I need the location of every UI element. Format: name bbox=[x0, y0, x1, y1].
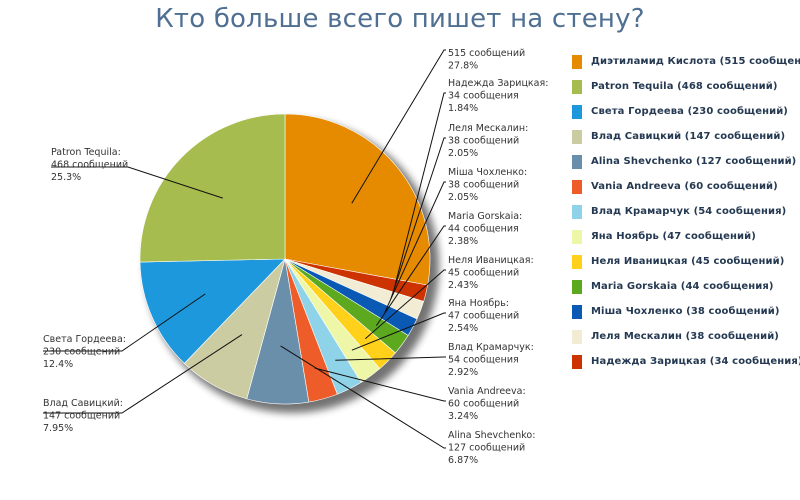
slice-label-maria-gorskaia: Maria Gorskaia: 44 сообщения 2.38% bbox=[448, 211, 522, 247]
legend-swatch bbox=[572, 179, 582, 194]
legend-swatch bbox=[572, 279, 582, 294]
pie-slice-диэтиламид-кислота[interactable] bbox=[284, 113, 431, 286]
leader-line-диэтиламид-кислота bbox=[351, 49, 446, 204]
legend-label: Диэтиламид Кислота (515 сообщений) bbox=[591, 56, 800, 67]
leader-line-леля-мескалин bbox=[390, 137, 446, 300]
legend-label: Света Гордеева (230 сообщений) bbox=[591, 106, 788, 117]
slice-label-яна-ноябрь: Яна Ноябрь: 47 сообщений 2.54% bbox=[448, 298, 519, 334]
legend-swatch bbox=[572, 204, 582, 219]
leader-line-яна-ноябрь bbox=[351, 312, 446, 351]
legend-swatch bbox=[572, 354, 582, 369]
legend: Диэтиламид Кислота (515 сообщений) Patron… bbox=[572, 49, 800, 374]
slice-label-влад-савицкий: Влад Савицкий: 147 сообщений 7.95% bbox=[43, 398, 123, 434]
legend-label: Vania Andreeva (60 сообщений) bbox=[591, 181, 778, 192]
slice-label-patron-tequila: Patron Tequila: 468 сообщений 25.3% bbox=[51, 147, 128, 183]
slice-label-міша-чохленко: Міша Чохленко: 38 сообщений 2.05% bbox=[448, 167, 527, 203]
legend-label: Alina Shevchenko (127 сообщений) bbox=[591, 156, 797, 167]
leader-lines bbox=[43, 49, 446, 449]
legend-swatch bbox=[572, 229, 582, 244]
legend-swatch bbox=[572, 254, 582, 269]
leader-line-patron-tequila bbox=[51, 166, 223, 199]
pie-slice-patron-tequila[interactable] bbox=[139, 113, 286, 263]
legend-label: Patron Tequila (468 сообщений) bbox=[591, 81, 778, 92]
legend-item-света-гордеева[interactable]: Света Гордеева (230 сообщений) bbox=[572, 99, 800, 124]
legend-label: Яна Ноябрь (47 сообщений) bbox=[591, 231, 756, 242]
leader-line-vania-andreeva bbox=[314, 367, 446, 402]
leader-line-влад-крамарчук bbox=[335, 356, 446, 361]
slice-label-влад-крамарчук: Влад Крамарчук: 54 сообщения 2.92% bbox=[448, 342, 534, 378]
legend-swatch bbox=[572, 129, 582, 144]
leader-line-надежда-зарицкая bbox=[394, 92, 446, 286]
legend-item-міша-чохленко[interactable]: Міша Чохленко (38 сообщений) bbox=[572, 299, 800, 324]
pie-slices bbox=[139, 113, 431, 405]
leader-line-maria-gorskaia bbox=[375, 225, 446, 326]
slice-label-леля-мескалин: Леля Мескалин: 38 сообщений 2.05% bbox=[448, 123, 528, 159]
legend-item-яна-ноябрь[interactable]: Яна Ноябрь (47 сообщений) bbox=[572, 224, 800, 249]
slice-label-диэтиламид-кислота: 515 сообщений 27.8% bbox=[448, 48, 525, 72]
slice-label-света-гордеева: Света Гордеева: 230 сообщений 12.4% bbox=[43, 334, 126, 370]
pie-slice-света-гордеева[interactable] bbox=[139, 258, 286, 364]
legend-swatch bbox=[572, 154, 582, 169]
leader-line-міша-чохленко bbox=[384, 181, 446, 313]
leader-line-света-гордеева bbox=[43, 293, 206, 352]
legend-item-alina-shevchenko[interactable]: Alina Shevchenko (127 сообщений) bbox=[572, 149, 800, 174]
legend-swatch bbox=[572, 329, 582, 344]
legend-item-влад-крамарчук[interactable]: Влад Крамарчук (54 сообщения) bbox=[572, 199, 800, 224]
slice-label-alina-shevchenko: Alina Shevchenko: 127 сообщений 6.87% bbox=[448, 430, 535, 466]
slice-label-vania-andreeva: Vania Andreeva: 60 сообщений 3.24% bbox=[448, 386, 526, 422]
legend-swatch bbox=[572, 54, 582, 69]
legend-label: Міша Чохленко (38 сообщений) bbox=[591, 306, 780, 317]
slice-label-неля-иваницкая: Неля Иваницкая: 45 сообщений 2.43% bbox=[448, 255, 534, 291]
slice-labels: 515 сообщений 27.8% Надежда Зарицкая: 34 со… bbox=[43, 48, 548, 466]
legend-item-влад-савицкий[interactable]: Влад Савицкий (147 сообщений) bbox=[572, 124, 800, 149]
legend-item-надежда-зарицкая[interactable]: Надежда Зарицкая (34 сообщения) bbox=[572, 349, 800, 374]
legend-label: Надежда Зарицкая (34 сообщения) bbox=[591, 356, 800, 367]
leader-line-alina-shevchenko bbox=[280, 345, 446, 449]
leader-line-неля-иваницкая bbox=[364, 269, 446, 340]
leader-line-влад-савицкий bbox=[43, 334, 243, 414]
legend-item-patron-tequila[interactable]: Patron Tequila (468 сообщений) bbox=[572, 74, 800, 99]
legend-label: Влад Крамарчук (54 сообщения) bbox=[591, 206, 787, 217]
legend-label: Неля Иваницкая (45 сообщений) bbox=[591, 256, 785, 267]
slice-label-надежда-зарицкая: Надежда Зарицкая: 34 сообщения 1.84% bbox=[448, 78, 548, 114]
legend-item-диэтиламид-кислота[interactable]: Диэтиламид Кислота (515 сообщений) bbox=[572, 49, 800, 74]
legend-label: Леля Мескалин (38 сообщений) bbox=[591, 331, 779, 342]
legend-item-maria-gorskaia[interactable]: Maria Gorskaia (44 сообщения) bbox=[572, 274, 800, 299]
legend-item-неля-иваницкая[interactable]: Неля Иваницкая (45 сообщений) bbox=[572, 249, 800, 274]
legend-swatch bbox=[572, 304, 582, 319]
legend-label: Maria Gorskaia (44 сообщения) bbox=[591, 281, 774, 292]
legend-swatch bbox=[572, 104, 582, 119]
legend-label: Влад Савицкий (147 сообщений) bbox=[591, 131, 786, 142]
legend-swatch bbox=[572, 79, 582, 94]
legend-item-леля-мескалин[interactable]: Леля Мескалин (38 сообщений) bbox=[572, 324, 800, 349]
chart-title: Кто больше всего пишет на стену? bbox=[155, 4, 645, 34]
legend-item-vania-andreeva[interactable]: Vania Andreeva (60 сообщений) bbox=[572, 174, 800, 199]
